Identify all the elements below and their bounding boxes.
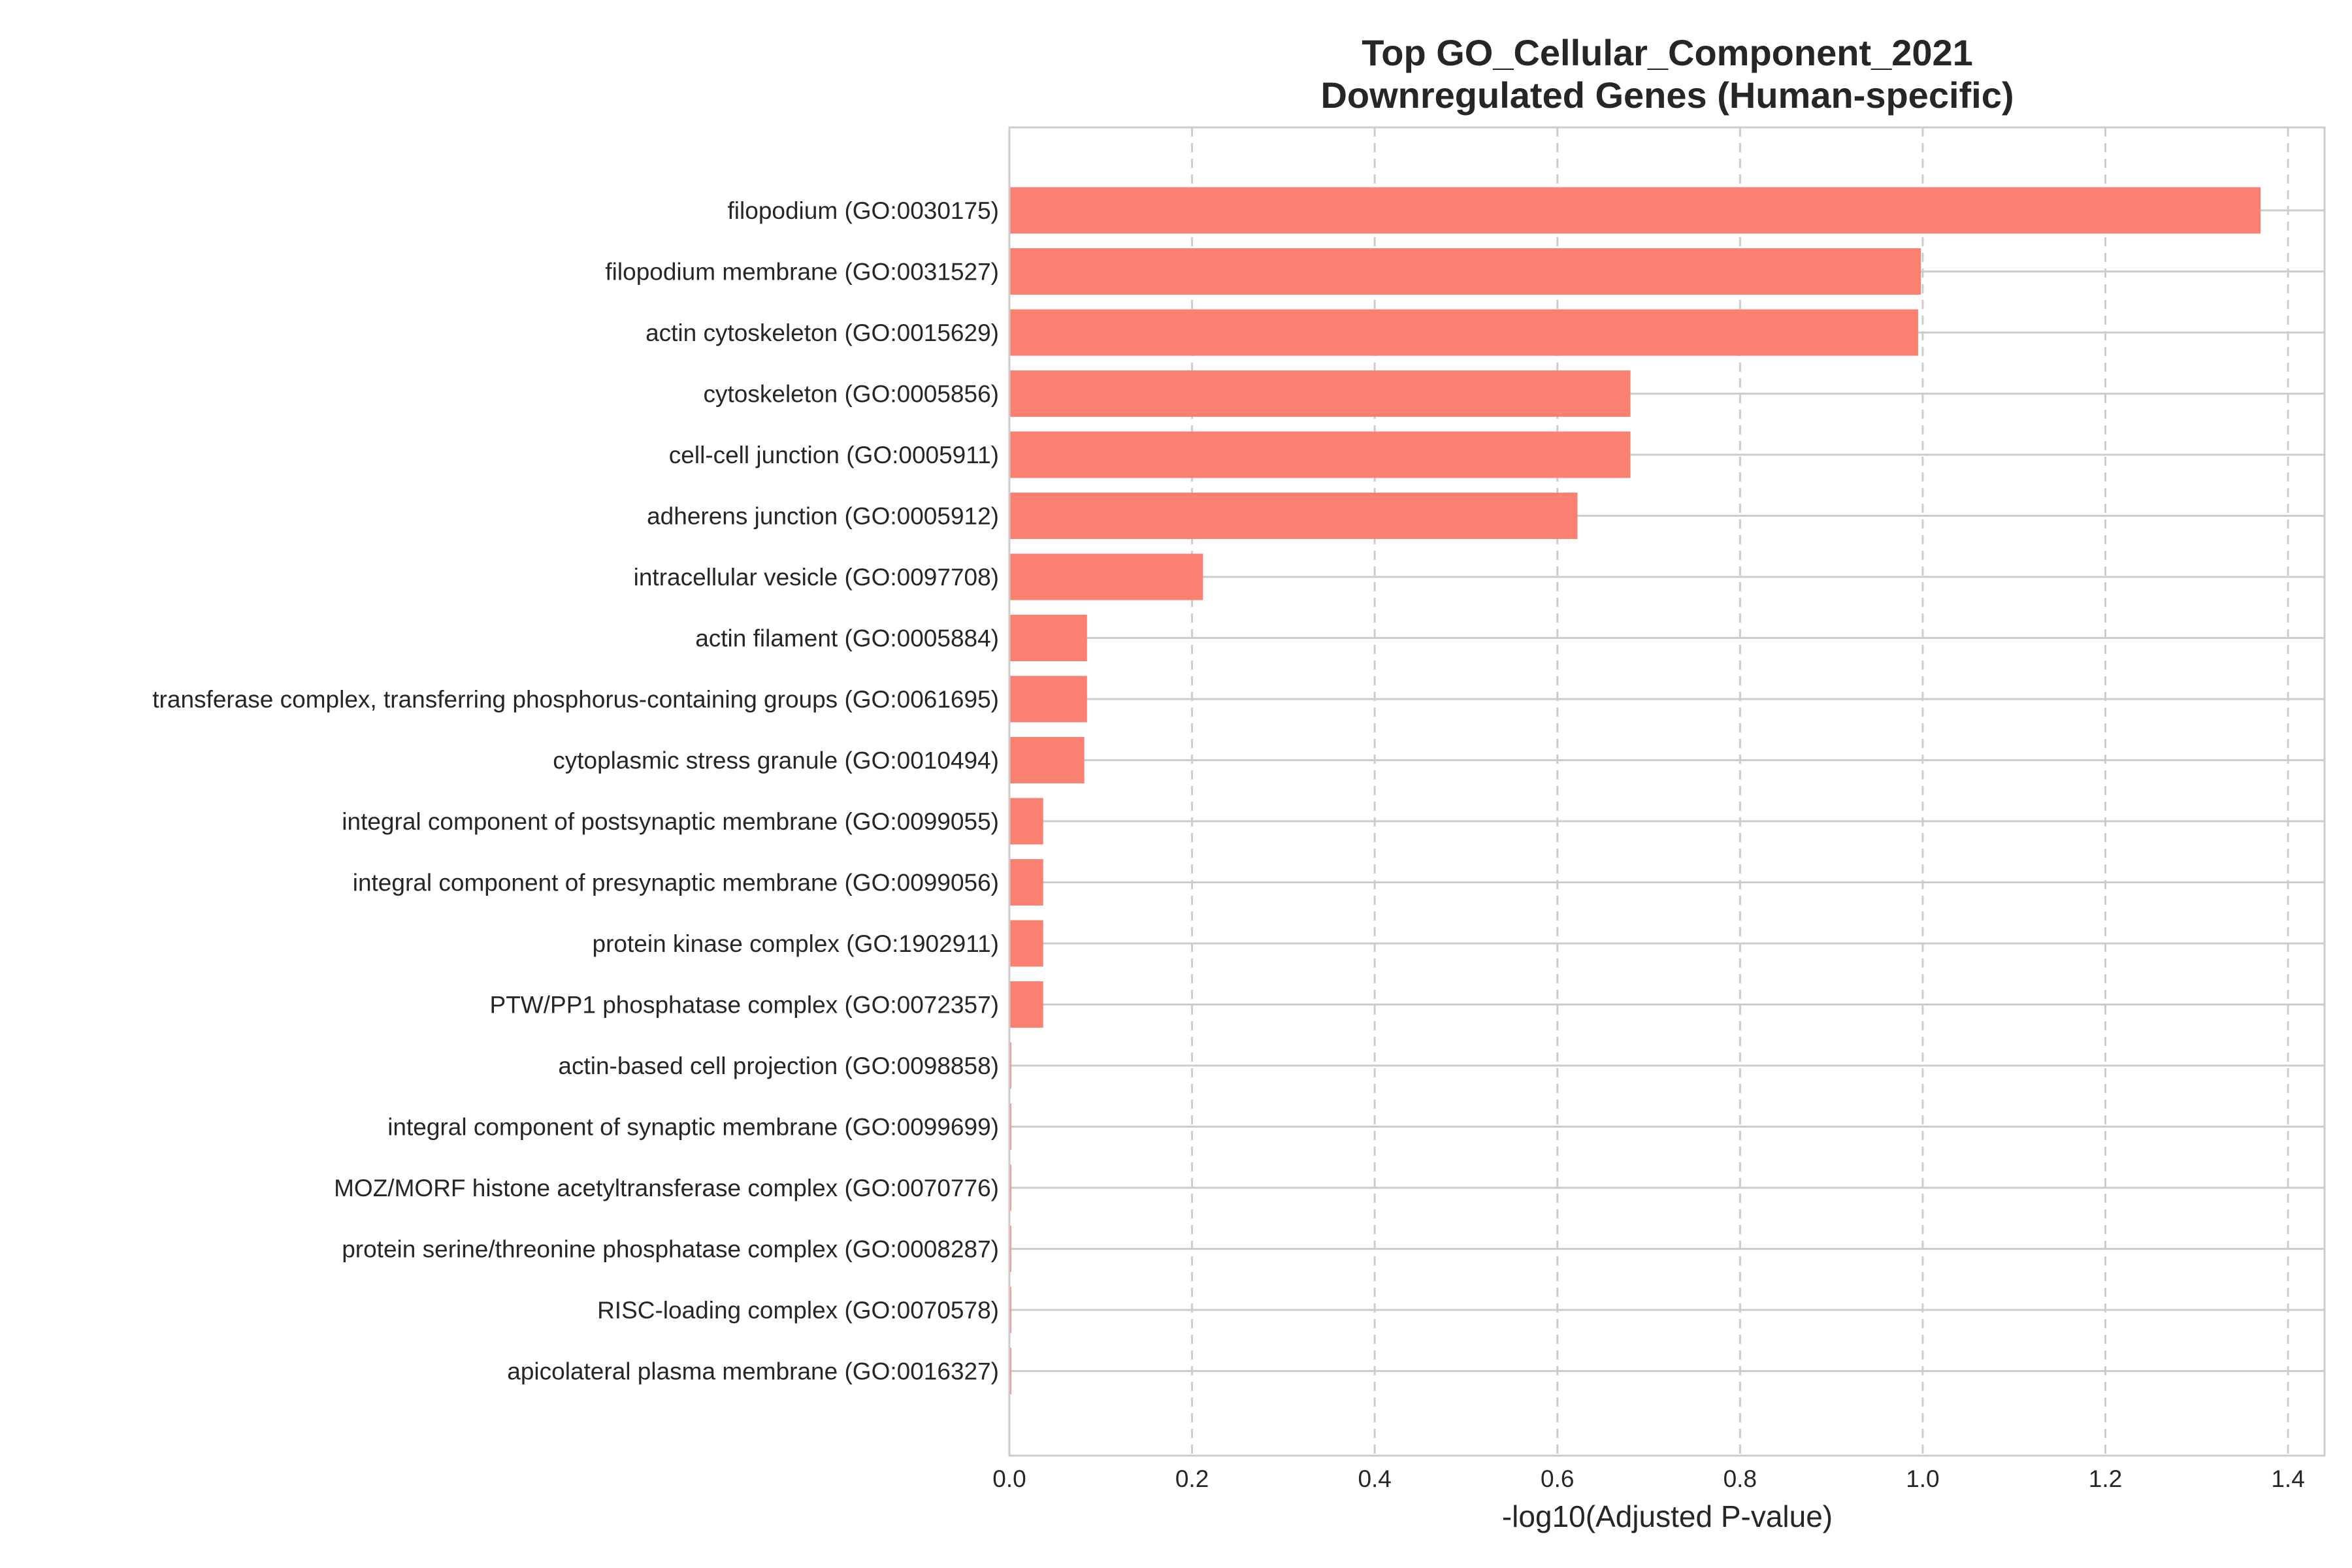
x-tick-label: 1.4 — [2271, 1465, 2304, 1492]
y-tick-label: integral component of presynaptic membra… — [353, 870, 999, 896]
y-tick-label: transferase complex, transferring phosph… — [152, 686, 999, 713]
y-tick-label: integral component of postsynaptic membr… — [342, 808, 999, 835]
bar — [1009, 187, 2261, 234]
bar — [1009, 370, 1631, 417]
y-tick-label: MOZ/MORF histone acetyltransferase compl… — [334, 1175, 999, 1201]
bar — [1009, 858, 1043, 906]
bar — [1009, 248, 1921, 295]
x-tick-label: 0.2 — [1175, 1465, 1209, 1492]
y-tick-label: actin-based cell projection (GO:0098858) — [558, 1053, 999, 1079]
x-tick-label: 1.0 — [1906, 1465, 1939, 1492]
chart-title-line-2: Downregulated Genes (Human-specific) — [1320, 74, 2014, 116]
y-tick-label: filopodium membrane (GO:0031527) — [605, 259, 999, 286]
x-tick-label: 1.2 — [2089, 1465, 2122, 1492]
y-tick-label: adherens junction (GO:0005912) — [647, 503, 999, 530]
bar — [1009, 981, 1043, 1028]
bar — [1009, 309, 1918, 356]
y-tick-label: cell-cell junction (GO:0005911) — [669, 442, 999, 468]
y-tick-label: protein kinase complex (GO:1902911) — [593, 930, 999, 957]
y-tick-label: cytoskeleton (GO:0005856) — [704, 381, 999, 408]
bar — [1009, 614, 1087, 662]
y-tick-label: actin filament (GO:0005884) — [695, 625, 999, 652]
bar — [1009, 676, 1087, 723]
plot-area: filopodium (GO:0030175) filopodium membra… — [152, 126, 2326, 1492]
y-tick-label: protein serine/threonine phosphatase com… — [342, 1236, 999, 1263]
x-tick-label: 0.8 — [1723, 1465, 1757, 1492]
chart-title-line-1: Top GO_Cellular_Component_2021 — [1362, 32, 1973, 73]
bar — [1009, 553, 1203, 600]
y-tick-label: apicolateral plasma membrane (GO:0016327… — [507, 1358, 999, 1385]
x-tick-label: 0.6 — [1541, 1465, 1574, 1492]
y-tick-label: intracellular vesicle (GO:0097708) — [634, 564, 999, 591]
y-tick-label: filopodium (GO:0030175) — [728, 197, 999, 224]
bar — [1009, 920, 1043, 967]
y-tick-label: cytoplasmic stress granule (GO:0010494) — [553, 747, 999, 774]
y-tick-label: actin cytoskeleton (GO:0015629) — [645, 319, 999, 346]
y-tick-label: integral component of synaptic membrane … — [387, 1114, 999, 1141]
axes-frame — [1008, 126, 2326, 1457]
x-tick-label: 0.4 — [1358, 1465, 1391, 1492]
bar — [1009, 492, 1578, 540]
x-tick-label: 0.0 — [992, 1465, 1026, 1492]
bar — [1009, 736, 1085, 784]
bar — [1009, 798, 1043, 845]
y-tick-label: RISC-loading complex (GO:0070578) — [597, 1297, 999, 1324]
y-tick-label: PTW/PP1 phosphatase complex (GO:0072357) — [490, 992, 999, 1019]
bar — [1009, 431, 1631, 478]
x-axis-label: -log10(Adjusted P-value) — [1502, 1499, 1833, 1533]
